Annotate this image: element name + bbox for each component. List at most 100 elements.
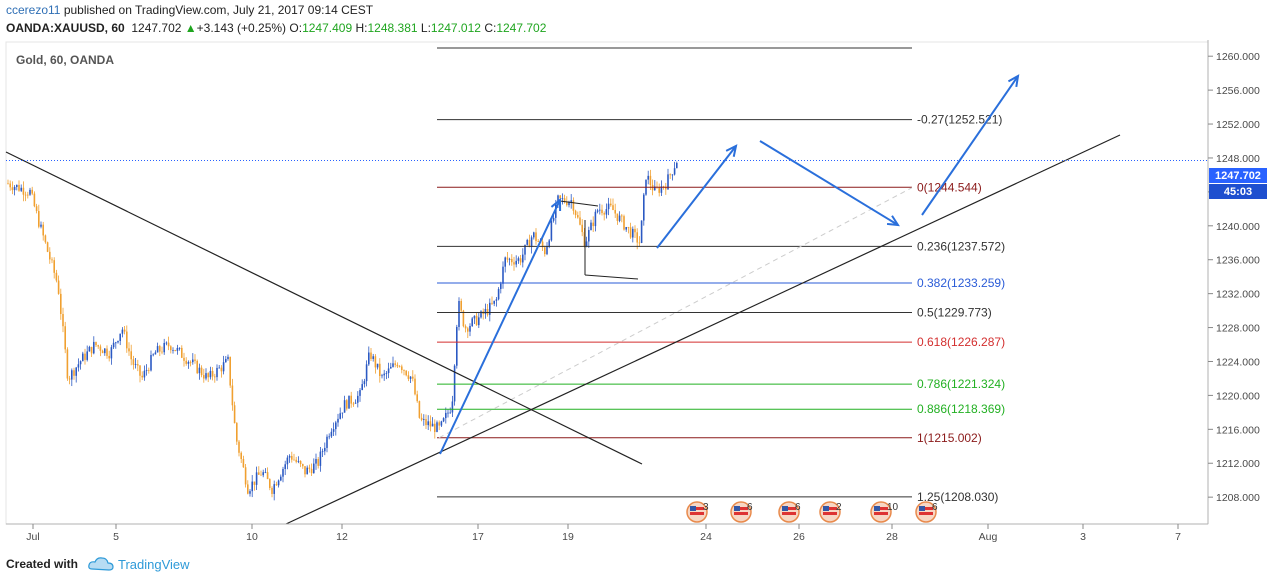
candle-body	[82, 353, 84, 362]
candle-body	[288, 455, 291, 458]
candle-body	[548, 240, 550, 247]
candle-body	[198, 367, 201, 374]
ascending-trendline[interactable]	[285, 134, 1121, 525]
candle-body	[519, 258, 522, 263]
candle-body	[156, 346, 159, 353]
author-link[interactable]: ccerezo11	[6, 3, 61, 17]
candle-body	[431, 423, 434, 427]
candle-body	[71, 370, 73, 380]
flag-canton	[690, 506, 696, 511]
drawings[interactable]	[5, 74, 1208, 525]
candle-body	[414, 378, 416, 395]
candle-body	[38, 211, 40, 227]
candle-body	[438, 422, 440, 426]
fib-level-label: 0.786(1221.324)	[917, 377, 1005, 391]
candle-body	[22, 187, 25, 195]
fib-level-label: 1.25(1208.030)	[917, 490, 998, 504]
candle-body	[295, 459, 297, 462]
candle-body	[9, 183, 11, 188]
candle-body	[392, 363, 394, 367]
descending-trendline[interactable]	[5, 151, 643, 465]
consolidation-bottom-line[interactable]	[584, 274, 639, 280]
footer: Created with TradingView	[0, 547, 1270, 583]
candle-body	[181, 347, 183, 358]
projection-arrow[interactable]	[921, 75, 1019, 216]
candle-body	[420, 417, 423, 420]
candle-body	[64, 326, 66, 350]
price-tick-label: 1212.000	[1216, 458, 1260, 470]
candle-body	[475, 315, 478, 326]
candle-body	[383, 373, 385, 376]
candle-body	[332, 429, 335, 432]
candle-body	[440, 421, 443, 426]
symbol-label[interactable]: OANDA:XAUUSD, 60	[6, 21, 125, 35]
flag-stripe	[734, 512, 748, 515]
candle-body	[90, 346, 93, 354]
projection-arrow[interactable]	[439, 199, 561, 455]
candle-body	[506, 257, 509, 260]
tradingview-link[interactable]: TradingView	[118, 557, 190, 572]
candle-body	[117, 340, 119, 343]
candle-body	[62, 314, 64, 327]
price-change: +3.143 (+0.25%)	[196, 21, 287, 35]
candle-body	[603, 213, 605, 215]
candle-body	[203, 375, 205, 379]
candle-body	[625, 227, 627, 230]
candle-body	[271, 487, 273, 494]
candle-body	[577, 215, 579, 218]
candle-body	[467, 328, 469, 332]
candle-body	[634, 228, 636, 233]
candle-body	[7, 183, 9, 185]
candle-body	[354, 402, 357, 404]
time-axis[interactable]: Jul 5 10 12 17 19 24 26 28 Aug 3 7	[26, 524, 1181, 543]
candle-body	[110, 347, 113, 359]
fib-level-label: 0.236(1237.572)	[917, 239, 1005, 253]
projection-arrow[interactable]	[759, 140, 899, 226]
candle-body	[264, 472, 267, 473]
projection-arrow[interactable]	[656, 145, 737, 249]
economic-events[interactable]: 3 6 6 2 10 6	[686, 501, 938, 523]
candle-body	[647, 175, 649, 180]
price-chart[interactable]: -0.27(1252.521) 0(1244.544) 0.236(1237.572…	[0, 40, 1270, 547]
event-count: 10	[887, 502, 899, 513]
arrow-head	[886, 215, 900, 227]
candle-body	[253, 481, 256, 485]
candle-body	[280, 476, 282, 481]
candle-body	[572, 200, 575, 211]
candle-body	[214, 376, 216, 378]
candle-body	[464, 326, 467, 329]
candle-body	[478, 317, 480, 326]
candle-body	[361, 384, 363, 391]
bar-countdown: 45:03	[1224, 186, 1252, 198]
candle-body	[447, 412, 449, 414]
candle-body	[273, 484, 275, 494]
candle-body	[594, 211, 597, 227]
fib-level-label: 0(1244.544)	[917, 180, 982, 194]
candle-body	[33, 193, 36, 207]
candle-body	[284, 464, 286, 469]
candle-body	[508, 258, 511, 260]
candle-body	[68, 378, 71, 380]
candle-body	[126, 331, 128, 349]
candle-body	[16, 184, 18, 188]
chart-title: Gold, 60, OANDA	[16, 53, 114, 67]
candle-body	[429, 421, 432, 427]
price-tick-label: 1248.000	[1216, 153, 1260, 165]
candle-body	[423, 419, 425, 420]
tradingview-cloud-icon[interactable]	[88, 555, 114, 573]
flag-canton	[734, 506, 740, 511]
price-axis[interactable]: 1208.000 1212.000 1216.000 1220.000 1224.000…	[1208, 51, 1260, 504]
candle-body	[137, 364, 139, 366]
candle-body	[412, 376, 414, 379]
candle-body	[269, 479, 271, 488]
candle-body	[515, 260, 517, 265]
candle-body	[302, 464, 304, 467]
fib-level-label: 0.618(1226.287)	[917, 335, 1005, 349]
price-tick-label: 1220.000	[1216, 390, 1260, 402]
consolidation-top-line[interactable]	[559, 200, 599, 207]
candle-body	[176, 347, 179, 351]
fib-retracement[interactable]: -0.27(1252.521) 0(1244.544) 0.236(1237.572…	[437, 47, 1005, 504]
candle-body	[456, 326, 458, 366]
candle-body	[557, 195, 559, 204]
candle-body	[211, 370, 214, 377]
